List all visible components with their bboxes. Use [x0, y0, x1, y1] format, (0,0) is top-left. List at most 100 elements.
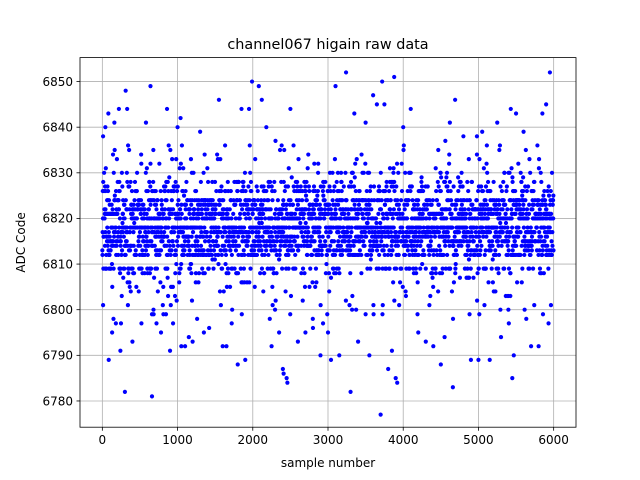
data-point [504, 184, 509, 189]
data-point [218, 303, 223, 308]
data-point [266, 198, 271, 203]
data-point [233, 225, 239, 230]
data-point [319, 248, 324, 253]
data-point [308, 266, 313, 271]
data-point [484, 143, 489, 148]
data-point [374, 102, 379, 107]
data-point [477, 234, 482, 239]
data-point [278, 243, 283, 248]
data-point [235, 271, 241, 276]
data-point [328, 188, 333, 194]
data-point [242, 252, 247, 258]
data-point [488, 188, 493, 194]
data-point [223, 261, 228, 267]
data-point [532, 230, 537, 235]
data-point [225, 266, 231, 271]
data-point [519, 179, 524, 185]
data-point [138, 243, 143, 248]
data-point [510, 179, 515, 185]
data-point [151, 307, 156, 312]
data-point [227, 284, 233, 289]
data-point [380, 312, 385, 317]
data-point [527, 266, 532, 271]
data-point [306, 152, 311, 157]
data-point [241, 266, 246, 271]
data-point [248, 170, 253, 175]
data-point [361, 239, 366, 244]
data-point [549, 170, 555, 175]
data-point [242, 211, 247, 216]
data-point [371, 93, 376, 98]
data-point [291, 143, 296, 148]
data-point [174, 298, 179, 303]
data-point [431, 252, 436, 258]
data-point [548, 188, 553, 194]
data-point [466, 157, 471, 162]
data-point [359, 252, 364, 258]
data-point [273, 138, 278, 143]
data-point [220, 234, 225, 239]
data-point [436, 230, 442, 235]
data-point [181, 193, 187, 198]
data-point [267, 179, 273, 185]
data-point [339, 179, 344, 185]
data-point [208, 248, 213, 253]
data-point [331, 266, 336, 271]
data-point [267, 225, 272, 230]
data-point [364, 188, 369, 194]
data-point [232, 266, 237, 271]
data-point [294, 207, 299, 212]
data-point [310, 280, 315, 285]
data-point [371, 303, 376, 308]
data-point [277, 252, 282, 258]
data-point [190, 230, 196, 235]
data-point [231, 234, 236, 239]
data-point [361, 170, 366, 175]
data-point [170, 207, 176, 212]
data-point [249, 188, 254, 194]
data-point [390, 211, 395, 216]
data-point [416, 198, 421, 203]
data-point [157, 161, 162, 166]
data-point [137, 234, 142, 239]
data-point [419, 175, 424, 180]
data-point [436, 184, 441, 189]
data-point [317, 225, 322, 230]
data-point [401, 143, 406, 148]
data-point [179, 261, 184, 267]
data-point [129, 188, 135, 194]
data-point [507, 234, 512, 239]
data-point [396, 252, 401, 258]
x-tick-label: 5000 [463, 433, 494, 447]
data-point [247, 143, 252, 148]
data-point [347, 303, 352, 308]
data-point [368, 257, 373, 262]
data-point [434, 198, 440, 203]
data-point [199, 230, 204, 235]
data-point [119, 170, 124, 175]
data-point [183, 202, 189, 207]
data-point [526, 211, 532, 216]
data-point [348, 234, 353, 239]
data-point [404, 216, 410, 221]
data-point [307, 284, 312, 289]
data-point [378, 170, 383, 175]
data-point [131, 243, 136, 248]
data-point [449, 289, 455, 294]
data-point [442, 179, 448, 185]
data-point [352, 111, 357, 116]
data-point [318, 216, 323, 221]
data-point [175, 184, 180, 189]
data-point [246, 230, 251, 235]
data-point [447, 207, 452, 212]
data-point [118, 266, 123, 271]
data-point [445, 230, 450, 235]
data-point [272, 243, 277, 248]
data-point [502, 170, 507, 175]
data-point [459, 243, 464, 248]
data-point [439, 271, 445, 276]
data-point [536, 157, 542, 162]
data-point [317, 230, 322, 235]
data-point [414, 243, 420, 248]
data-point [310, 316, 315, 321]
